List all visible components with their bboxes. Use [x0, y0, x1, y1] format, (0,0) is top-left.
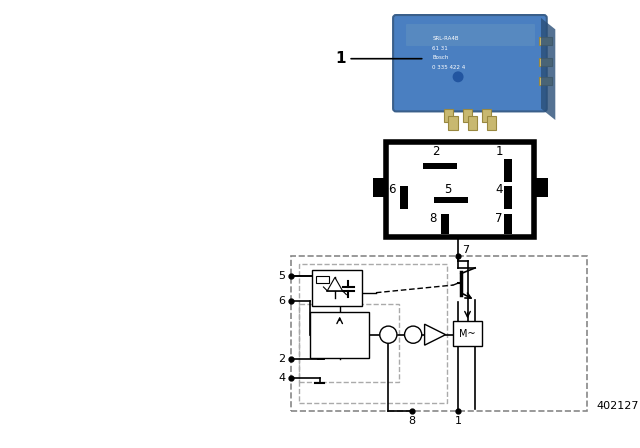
Bar — [291, 256, 587, 411]
Text: 6: 6 — [388, 183, 396, 196]
Bar — [539, 37, 552, 45]
Bar — [504, 214, 513, 234]
Circle shape — [380, 326, 397, 343]
Text: 4: 4 — [278, 373, 285, 383]
Text: 1: 1 — [335, 51, 346, 66]
Bar — [453, 321, 482, 346]
Text: 61 31: 61 31 — [432, 46, 448, 51]
Bar — [310, 312, 369, 358]
Text: 402127: 402127 — [596, 401, 639, 411]
Text: 4: 4 — [495, 183, 503, 196]
Bar — [441, 214, 449, 234]
FancyBboxPatch shape — [393, 15, 547, 112]
Bar — [316, 276, 329, 283]
Text: 5: 5 — [444, 183, 451, 196]
Circle shape — [453, 72, 463, 82]
Text: 7: 7 — [495, 212, 503, 225]
Bar — [406, 24, 534, 45]
Text: 8: 8 — [429, 212, 437, 225]
Text: 5: 5 — [278, 271, 285, 280]
Bar — [504, 186, 513, 209]
Bar — [387, 142, 534, 237]
Bar — [468, 116, 477, 129]
Bar — [422, 163, 457, 168]
Bar — [539, 77, 552, 85]
Bar — [539, 58, 552, 65]
Text: Bosch: Bosch — [432, 56, 449, 60]
Bar — [312, 270, 362, 306]
Bar — [373, 178, 387, 197]
Text: 1: 1 — [495, 145, 503, 158]
Text: 2: 2 — [432, 145, 440, 158]
Bar — [299, 304, 399, 383]
Text: 8: 8 — [408, 416, 416, 426]
Text: 2: 2 — [278, 353, 285, 363]
Text: 1: 1 — [454, 416, 461, 426]
Text: 0 335 422 4: 0 335 422 4 — [432, 65, 465, 70]
Polygon shape — [424, 324, 445, 345]
Text: SRL-RA4B: SRL-RA4B — [432, 36, 459, 41]
Text: M~: M~ — [460, 329, 476, 339]
Bar — [400, 186, 408, 209]
Polygon shape — [327, 277, 342, 291]
Text: 7: 7 — [462, 245, 469, 255]
Bar — [434, 197, 468, 203]
Bar — [299, 264, 447, 403]
Bar — [444, 108, 453, 122]
Bar — [463, 108, 472, 122]
Bar — [504, 159, 513, 182]
Bar — [534, 178, 548, 197]
Bar — [486, 116, 496, 129]
Circle shape — [404, 326, 422, 343]
Polygon shape — [541, 18, 556, 120]
Text: 6: 6 — [278, 296, 285, 306]
Bar — [482, 108, 492, 122]
Bar — [449, 116, 458, 129]
